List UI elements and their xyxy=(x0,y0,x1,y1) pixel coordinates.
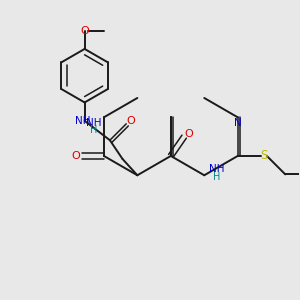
Text: NH: NH xyxy=(209,164,224,174)
Text: O: O xyxy=(184,129,193,139)
Text: H: H xyxy=(90,125,97,135)
Text: N: N xyxy=(234,118,242,128)
Text: O: O xyxy=(80,26,89,36)
Text: NH: NH xyxy=(75,116,91,126)
Text: NH: NH xyxy=(86,118,101,128)
Text: O: O xyxy=(71,151,80,161)
Text: H: H xyxy=(213,172,220,182)
Text: S: S xyxy=(260,149,268,162)
Text: O: O xyxy=(126,116,135,126)
